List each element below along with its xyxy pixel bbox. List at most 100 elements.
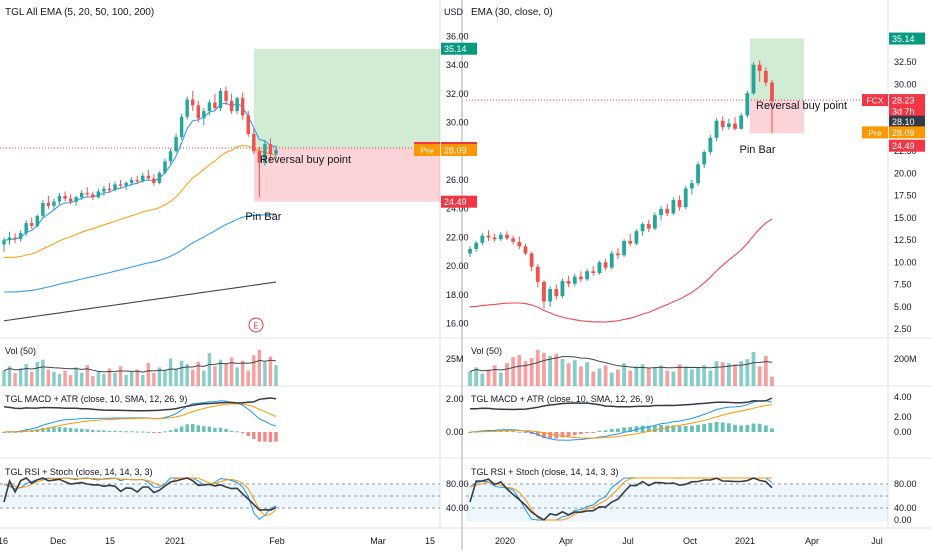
macd-histogram-bar: [135, 431, 139, 433]
macd-histogram-bar: [174, 428, 178, 432]
volume-bar: [548, 356, 553, 386]
candle-body: [751, 64, 756, 94]
macd-histogram-bar: [591, 432, 596, 433]
badge-tag: [414, 143, 440, 156]
badge-tag-label: FCX: [867, 96, 884, 106]
candle-body: [202, 111, 206, 119]
volume-bar: [770, 376, 774, 386]
candle-body: [129, 180, 134, 183]
macd-histogram-bar: [202, 426, 206, 432]
volume-bar: [118, 366, 123, 386]
candle-body: [207, 102, 212, 112]
price-badge-value: 28.10: [892, 117, 915, 127]
macd-histogram-bar: [96, 430, 101, 432]
macd-histogram-bar: [628, 427, 633, 432]
volume-bar: [18, 368, 23, 386]
volume-bar: [257, 349, 262, 386]
time-tick-label: Apr: [559, 536, 573, 546]
candle-body: [174, 136, 178, 152]
macd-histogram-bar: [548, 432, 553, 439]
time-tick-label: Jul: [622, 536, 634, 546]
badge-tag: [862, 94, 888, 107]
volume-bar: [129, 371, 134, 386]
volume-bar: [235, 367, 239, 386]
macd-histogram-bar: [152, 432, 156, 433]
candle-body: [492, 237, 497, 240]
macd-histogram-bar: [191, 423, 195, 432]
volume-bar: [665, 370, 670, 386]
price-tick-label: 36.00: [446, 31, 469, 41]
candle-body: [52, 201, 56, 206]
candle-body: [548, 289, 553, 302]
time-tick-label: 2020: [495, 536, 515, 546]
rsi-tick-label: 80.00: [894, 479, 917, 489]
candle-body: [757, 64, 762, 71]
macd-histogram-bar: [107, 430, 112, 432]
candle-body: [146, 175, 151, 179]
currency-label: USD: [444, 7, 464, 17]
pin-bar-label: Pin Bar: [740, 144, 776, 156]
price-tick-label: 32.00: [446, 89, 469, 99]
price-badge: [889, 94, 925, 107]
macd-histogram-bar: [179, 426, 184, 432]
macd-histogram-bar: [751, 423, 756, 432]
candle-body: [529, 253, 534, 267]
candle-body: [63, 195, 67, 199]
volume-bar: [535, 349, 540, 386]
macd-histogram-bar: [683, 425, 688, 432]
candle-body: [141, 175, 145, 182]
macd-histogram-bar: [763, 425, 768, 432]
candle-body: [85, 192, 89, 195]
volume-bar: [542, 352, 546, 386]
ema-200-line: [3, 281, 277, 322]
candle-body: [659, 208, 663, 216]
volume-bar: [124, 375, 128, 386]
macd-histogram-bar: [85, 429, 89, 432]
candle-body: [677, 200, 682, 208]
volume-bar: [207, 353, 212, 386]
profit-zone: [254, 48, 440, 148]
candle-body: [665, 208, 670, 214]
candle-body: [708, 137, 713, 152]
volume-bar: [30, 371, 34, 386]
candle-body: [646, 224, 651, 229]
reversal-label: Reversal buy point: [260, 154, 351, 166]
price-badge: [441, 143, 477, 156]
candle-body: [671, 200, 676, 214]
volume-bar: [168, 358, 173, 386]
macd-histogram-bar: [235, 431, 239, 433]
volume-bar: [714, 361, 719, 386]
volume-bar: [634, 366, 639, 386]
volume-bar: [7, 366, 12, 386]
time-tick-label: 15: [105, 536, 115, 546]
price-badge-value: 28.09: [892, 128, 915, 138]
candle-body: [517, 241, 522, 247]
price-badge-value: 24.49: [892, 141, 915, 151]
macd-histogram-bar: [157, 432, 162, 433]
volume-bar: [745, 359, 750, 386]
time-tick-label: 2021: [165, 536, 185, 546]
volume-bar: [597, 368, 602, 386]
volume-bar: [480, 373, 485, 386]
macd-histogram-bar: [597, 430, 602, 432]
macd-histogram-bar: [708, 423, 713, 432]
price-badge: [889, 32, 925, 45]
time-tick-label: Apr: [805, 536, 819, 546]
macd-histogram-bar: [79, 428, 84, 432]
volume-bar: [85, 365, 89, 386]
volume-bar: [733, 364, 737, 386]
badge-tag-label: Pre: [868, 128, 882, 138]
volume-title: Vol (50): [471, 346, 502, 356]
macd-histogram-bar: [616, 428, 620, 432]
candle-body: [689, 183, 694, 189]
time-tick-label: Dec: [50, 536, 67, 546]
volume-bar: [252, 355, 256, 386]
candle-body: [124, 182, 128, 186]
volume-ma-line: [469, 356, 773, 372]
volume-bar: [671, 371, 676, 386]
volume-bar: [196, 361, 201, 386]
macd-histogram-bar: [2, 432, 6, 433]
volume-bar: [702, 365, 707, 386]
price-tick-label: 17.50: [894, 191, 917, 201]
